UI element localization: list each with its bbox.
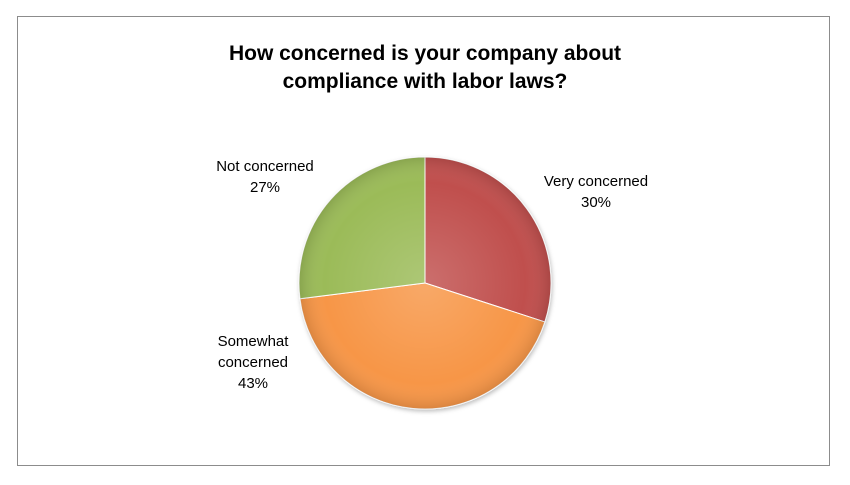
slice-label-somewhat-concerned: Somewhat concerned 43% xyxy=(218,333,290,392)
chart-title-line-1: How concerned is your company about xyxy=(228,42,622,65)
chart-title-line-2: compliance with labor laws? xyxy=(282,70,568,93)
pie-slice-not-concerned xyxy=(298,156,426,300)
slice-label-not-concerned: Not concerned 27% xyxy=(216,158,314,196)
chart-title: How concerned is your company about comp… xyxy=(0,40,850,96)
slice-label-very-concerned: Very concerned 30% xyxy=(544,173,648,211)
